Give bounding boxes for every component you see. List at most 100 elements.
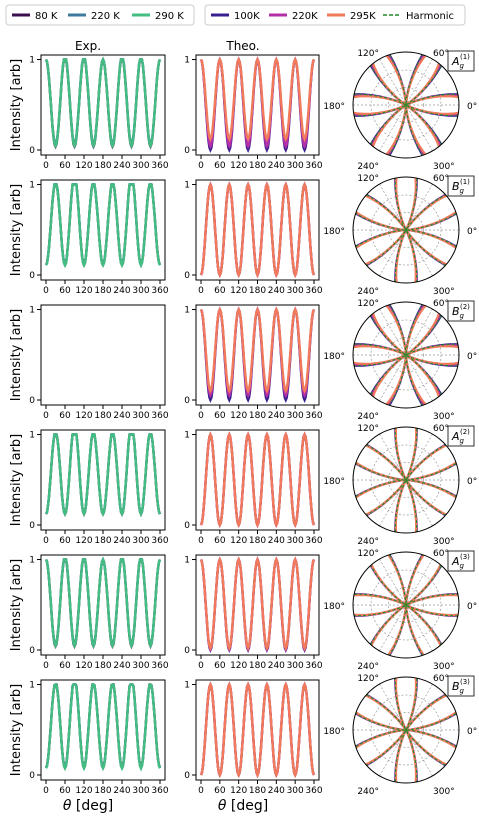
x-tick-label: 60	[214, 786, 226, 796]
x-tick-label: 180	[249, 411, 266, 421]
x-tick-label: 180	[94, 661, 111, 671]
polar-frame	[352, 176, 460, 284]
polar-grid-ring	[388, 587, 424, 623]
mode-label: Ag(2)	[447, 425, 475, 447]
y-tick-label: 0	[184, 146, 190, 156]
x-tick-label: 360	[305, 786, 322, 796]
x-tick-label: 180	[249, 161, 266, 171]
y-tick-label: 0	[184, 521, 190, 531]
mode-label-text: Ag(1)	[451, 53, 470, 70]
mode-label-main: B	[452, 180, 460, 193]
exp-series-line	[44, 56, 162, 150]
x-tick-label: 300	[287, 286, 304, 296]
exp-series-line	[44, 183, 162, 269]
legend-label: 290 K	[155, 11, 184, 22]
x-tick-label: 120	[230, 661, 247, 671]
x-tick-label: 360	[151, 161, 168, 171]
x-axis-unit: [deg]	[71, 798, 113, 814]
polar-frame	[352, 551, 460, 659]
x-tick-label: 120	[230, 411, 247, 421]
y-tick-label: 1	[184, 181, 190, 191]
polar-angle-label: 300°	[433, 412, 455, 422]
x-tick-label: 240	[113, 286, 130, 296]
polar-grid-ring	[388, 337, 424, 373]
polar-panel: 0° 60° 120° 180° 240° 300° Ag(2)	[323, 424, 477, 547]
x-tick-label: 120	[75, 661, 92, 671]
theo-series-line	[199, 56, 316, 142]
exp-panel: 0 60 120 180 240 300 360 0 1	[29, 179, 169, 296]
x-tick-label: 60	[214, 661, 226, 671]
y-tick-label: 0	[29, 146, 35, 156]
x-tick-label: 60	[214, 161, 226, 171]
x-tick-label: 60	[59, 661, 71, 671]
x-axis-symbol: θ	[218, 798, 227, 814]
y-tick-label: 1	[29, 306, 35, 316]
x-tick-label: 360	[305, 286, 322, 296]
polar-angle-label: 240°	[357, 787, 379, 797]
polar-angle-label: 180°	[323, 352, 345, 362]
x-tick-label: 0	[43, 536, 49, 546]
mode-label-main: A	[451, 430, 460, 443]
x-tick-label: 300	[132, 161, 149, 171]
polar-frame	[352, 426, 460, 534]
polar-grid-ring	[370, 694, 442, 766]
x-axis-unit: [deg]	[226, 798, 268, 814]
mode-label-sup: (3)	[460, 678, 470, 686]
x-tick-label: 180	[249, 536, 266, 546]
y-tick-label: 1	[184, 681, 190, 691]
y-tick-label: 0	[184, 646, 190, 656]
theo-series-line	[199, 306, 316, 394]
x-tick-label: 60	[59, 536, 71, 546]
x-tick-label: 240	[113, 161, 130, 171]
polar-panel: 0° 60° 120° 180° 240° 300° Bg(3)	[323, 674, 477, 797]
x-tick-label: 360	[151, 661, 168, 671]
y-tick-label: 0	[29, 271, 35, 281]
polar-grid-ring	[388, 87, 424, 123]
polar-angle-label: 180°	[323, 727, 345, 737]
polar-angle-label: 0°	[467, 102, 477, 112]
polar-angle-label: 60°	[433, 174, 449, 184]
x-tick-label: 180	[94, 161, 111, 171]
theo-panel: 0 60 120 180 240 300 360 0 1	[184, 554, 323, 671]
polar-angle-label: 240°	[357, 162, 379, 172]
mode-label-sub: g	[460, 437, 465, 445]
x-tick-label: 240	[113, 786, 130, 796]
x-tick-label: 180	[94, 411, 111, 421]
x-tick-label: 300	[287, 536, 304, 546]
x-tick-label: 120	[75, 286, 92, 296]
x-tick-label: 120	[230, 536, 247, 546]
polar-angle-label: 180°	[323, 102, 345, 112]
y-axis-label: Intensity [arb]	[9, 59, 24, 151]
polar-grid-ring	[388, 712, 424, 748]
mode-label-sup: (1)	[460, 178, 470, 186]
polar-angle-label: 0°	[467, 727, 477, 737]
polar-angle-label: 60°	[433, 424, 449, 434]
polar-panel: 0° 60° 120° 180° 240° 300° Bg(2)	[323, 299, 477, 422]
polar-grid-ring	[370, 194, 442, 266]
x-tick-label: 360	[305, 661, 322, 671]
mode-label-sub: g	[460, 687, 465, 695]
exp-series-line	[44, 433, 162, 518]
y-tick-label: 1	[29, 56, 35, 66]
x-tick-label: 360	[305, 536, 322, 546]
x-tick-label: 240	[268, 286, 285, 296]
x-tick-label: 0	[198, 286, 204, 296]
mode-label: Bg(2)	[447, 300, 475, 322]
polar-angle-label: 60°	[433, 49, 449, 59]
polar-harmonic-line	[353, 677, 459, 783]
mode-label-sup: (1)	[460, 53, 470, 61]
mode-label-sup: (2)	[460, 428, 470, 436]
column-title-theo: Theo.	[225, 39, 259, 53]
mode-label: Ag(1)	[447, 50, 475, 72]
y-tick-label: 0	[184, 271, 190, 281]
x-tick-label: 240	[113, 661, 130, 671]
polar-grid-ring	[388, 462, 424, 498]
polar-angle-label: 300°	[433, 162, 455, 172]
y-tick-label: 1	[29, 431, 35, 441]
